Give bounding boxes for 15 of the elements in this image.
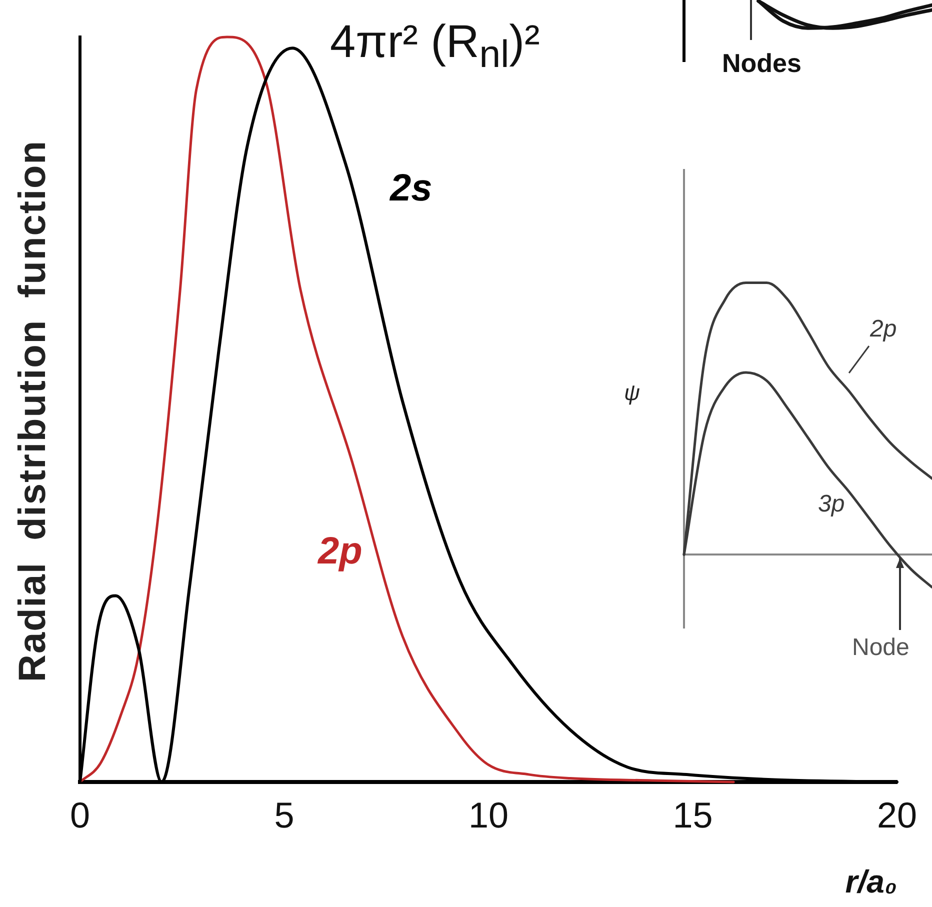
annotation: Node [852, 634, 910, 661]
chart-title: 4πr² (R$_{nl}$)² [330, 15, 540, 76]
series-label: 2s [389, 167, 432, 210]
x-tick-label: 5 [274, 794, 294, 836]
x-tick-label: 0 [70, 794, 90, 836]
series-label: 3p [818, 490, 845, 518]
series-label: 2p [317, 530, 362, 572]
x-axis-title: r/a₀ [845, 864, 897, 900]
annotation: Nodes [722, 48, 802, 78]
y-axis-title: Radial distribution function [12, 139, 54, 684]
x-tick-label: 20 [876, 794, 918, 836]
series-label: 2p [869, 316, 897, 343]
y-axis-title: ψ [624, 380, 640, 405]
x-tick-label: 10 [468, 794, 509, 836]
x-tick-label: 15 [672, 794, 713, 836]
